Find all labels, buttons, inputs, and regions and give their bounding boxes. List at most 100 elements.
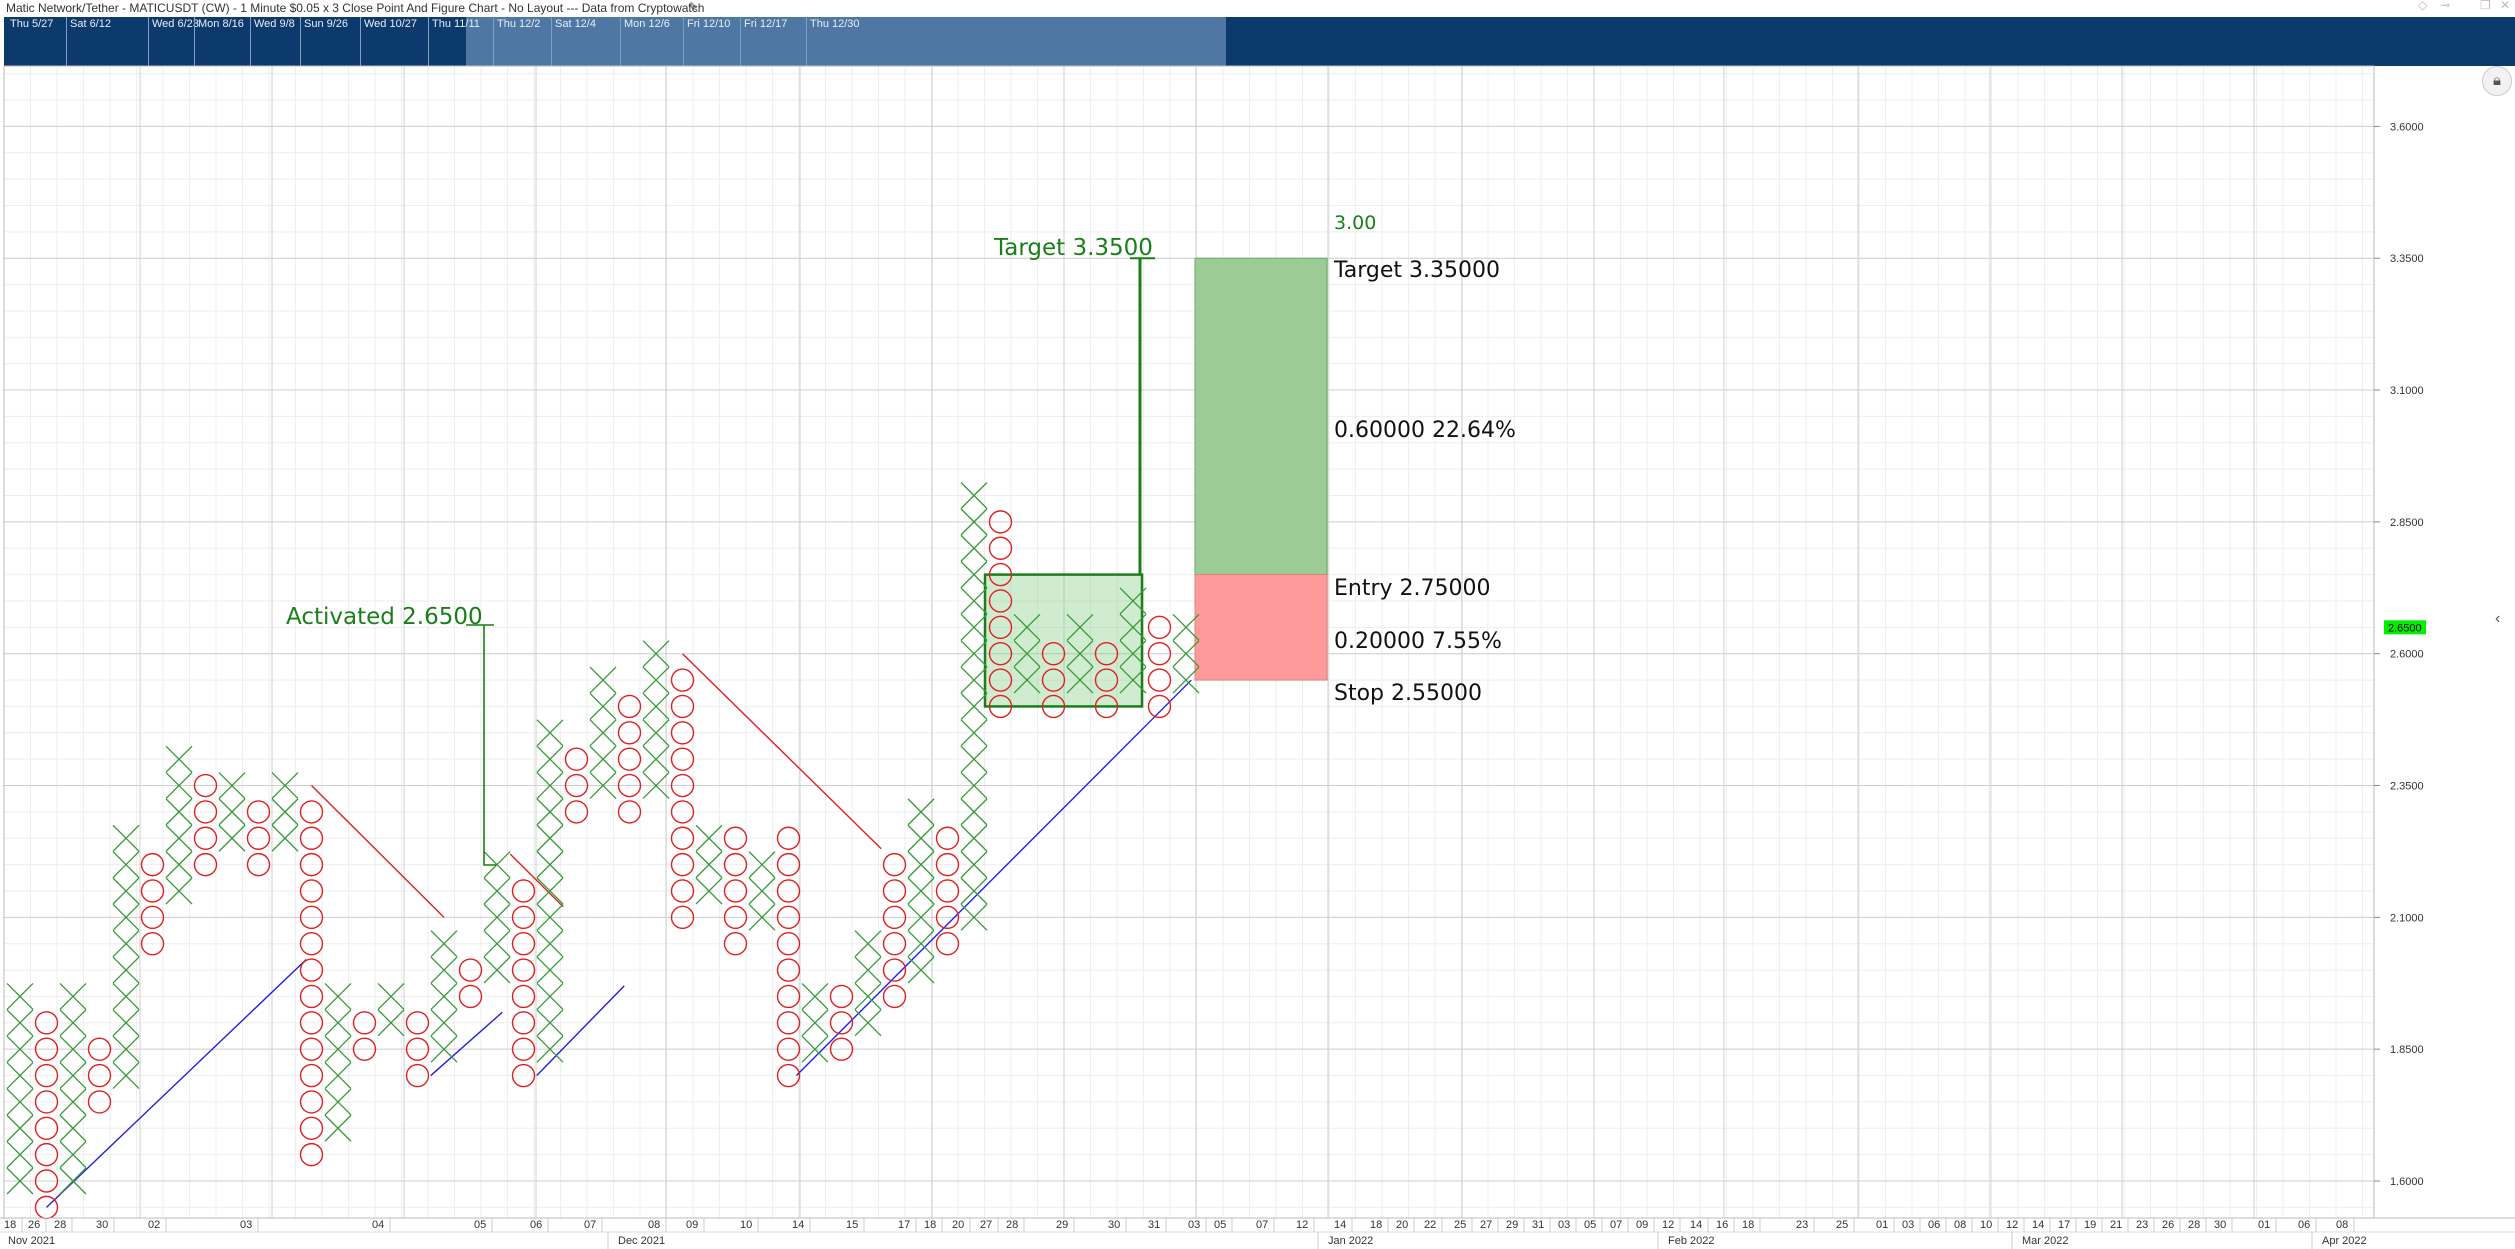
x-stroke (430, 1035, 458, 1063)
x-box (536, 1035, 564, 1063)
x-box (112, 851, 140, 879)
o-box (617, 773, 642, 798)
date-navigator[interactable]: Thu 5/27 Sat 6/12 Wed 6/23 Mon 8/16 Wed 9/8 S… (4, 17, 2515, 66)
x-box (642, 745, 670, 773)
x-stroke (907, 877, 935, 905)
x-stroke (112, 824, 140, 852)
x-tick-label: 30 (96, 1219, 108, 1231)
x-tick-label: 15 (846, 1219, 858, 1231)
x-box (748, 851, 776, 879)
o-box (617, 800, 642, 824)
y-tick-label: 1.8500 (2390, 1044, 2424, 1056)
o-box (193, 800, 218, 824)
x-box (59, 1088, 87, 1116)
x-stroke (748, 877, 776, 905)
month-label: Nov 2021 (8, 1235, 55, 1247)
x-stroke (642, 745, 670, 773)
edit-title-icon[interactable]: ✎ (688, 0, 699, 14)
x-stroke (642, 666, 670, 694)
support-trendline (795, 679, 1192, 1077)
x-box (854, 930, 882, 958)
x-box (1066, 666, 1094, 694)
o-box (776, 958, 801, 982)
x-box (536, 956, 564, 984)
o-box (670, 694, 695, 719)
x-box (165, 877, 193, 905)
navigator-date: Wed 9/8 (254, 18, 295, 30)
x-stroke (59, 1009, 87, 1037)
x-tick-label: 17 (898, 1219, 910, 1231)
x-box (801, 982, 829, 1010)
close-icon[interactable]: ✕ (2500, 0, 2511, 12)
x-box (1013, 640, 1041, 668)
chart-grid (3, 65, 2375, 1219)
x-box (748, 877, 776, 905)
activated-bracket (466, 624, 496, 866)
x-tick-label: 31 (1532, 1219, 1544, 1231)
x-box (642, 666, 670, 694)
rr-reward-text: 0.60000 22.64% (1334, 418, 1516, 443)
pin-icon[interactable]: ⊸ (2440, 0, 2451, 12)
x-box (1066, 613, 1094, 641)
x-stroke (1066, 640, 1094, 668)
o-box (299, 1063, 324, 1088)
x-tick-label: 20 (1396, 1219, 1408, 1231)
window-title: Matic Network/Tether - MATICUSDT (CW) - … (6, 1, 705, 15)
restore-icon[interactable]: ❐ (2480, 0, 2491, 12)
x-box (112, 982, 140, 1010)
x-stroke (165, 772, 193, 799)
x-box (748, 903, 776, 931)
o-box (511, 984, 536, 1009)
x-box (1066, 640, 1094, 668)
o-box (776, 932, 801, 956)
x-box (960, 772, 988, 799)
navigator-separator (428, 17, 429, 66)
x-box (218, 798, 246, 826)
x-box (960, 719, 988, 747)
x-tick-label: 28 (2188, 1219, 2200, 1231)
x-tick-label: 14 (792, 1219, 804, 1231)
x-box (960, 613, 988, 641)
x-box (907, 903, 935, 931)
navigator-separator (551, 17, 552, 66)
navigator-selection[interactable] (466, 17, 1226, 66)
x-tick-label: 31 (1148, 1219, 1160, 1231)
month-label: Jan 2022 (1328, 1235, 1373, 1247)
x-box (960, 508, 988, 536)
diamond-icon[interactable]: ◇ (2418, 0, 2428, 12)
o-box (1147, 615, 1172, 640)
x-stroke (960, 903, 988, 931)
x-tick-label: 06 (1928, 1219, 1940, 1231)
x-box (430, 982, 458, 1010)
o-box (34, 1142, 59, 1167)
x-tick-label: 07 (584, 1219, 596, 1231)
x-box (271, 798, 299, 826)
x-box (165, 798, 193, 826)
x-box (483, 956, 511, 984)
current-price-marker (2384, 620, 2426, 635)
x-stroke (165, 745, 193, 773)
x-tick-label: 09 (686, 1219, 698, 1231)
target-zone (1194, 257, 1328, 576)
x-box (536, 903, 564, 931)
x-stroke (536, 719, 564, 747)
o-box (776, 905, 801, 930)
x-stroke (854, 982, 882, 1010)
o-box (1041, 642, 1066, 666)
x-box (960, 877, 988, 905)
x-box (6, 1062, 34, 1089)
x-box (536, 824, 564, 852)
x-stroke (6, 1009, 34, 1037)
navigator-date: Fri 12/17 (744, 18, 788, 30)
x-box (59, 982, 87, 1010)
o-box (935, 826, 960, 850)
navigator-date: Wed 10/27 (364, 18, 418, 30)
x-stroke (1119, 666, 1147, 694)
navigator-separator (148, 17, 149, 66)
lock-icon[interactable]: 🔒︎ (2482, 66, 2512, 96)
collapse-panel-icon[interactable]: ‹ (2495, 610, 2501, 627)
x-box (218, 824, 246, 852)
o-box (299, 1011, 324, 1035)
x-box (112, 877, 140, 905)
